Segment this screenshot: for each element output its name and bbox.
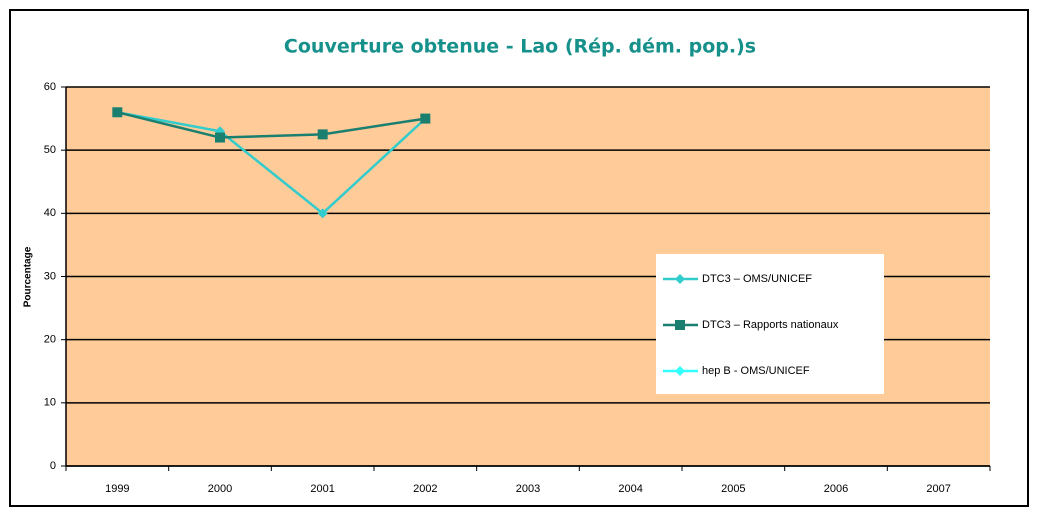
legend-label: hep B - OMS/UNICEF xyxy=(702,365,810,377)
y-tick-label: 40 xyxy=(44,207,56,219)
x-tick-label: 2004 xyxy=(618,483,642,495)
x-tick-label: 2003 xyxy=(516,483,540,495)
x-tick-label: 2001 xyxy=(310,483,334,495)
marker xyxy=(317,208,328,219)
x-tick-label: 1999 xyxy=(105,483,129,495)
x-tick-label: 2006 xyxy=(824,483,848,495)
legend: DTC3 – OMS/UNICEF DTC3 – Rapports nationa… xyxy=(656,254,884,394)
series-line xyxy=(117,111,427,215)
marker xyxy=(420,113,431,124)
y-axis-label: Pourcentage xyxy=(23,246,34,307)
x-tick-label: 2005 xyxy=(721,483,745,495)
marker xyxy=(112,107,123,118)
y-tick-label: 50 xyxy=(44,144,56,156)
y-tick-label: 30 xyxy=(44,270,56,282)
marker xyxy=(675,320,685,330)
marker xyxy=(675,366,685,376)
y-tick-label: 0 xyxy=(50,460,56,472)
chart-title: Couverture obtenue - Lao (Rép. dém. pop.… xyxy=(284,36,756,58)
y-tick-label: 10 xyxy=(44,397,56,409)
marker xyxy=(675,274,685,284)
x-tick-label: 2002 xyxy=(413,483,437,495)
series-line xyxy=(117,111,426,139)
y-tick-label: 60 xyxy=(44,81,56,93)
legend-label: DTC3 – OMS/UNICEF xyxy=(702,273,812,285)
x-tick-label: 2000 xyxy=(208,483,232,495)
marker xyxy=(215,132,225,143)
y-tick-label: 20 xyxy=(44,334,56,346)
legend-label: DTC3 – Rapports nationaux xyxy=(702,319,839,331)
marker xyxy=(317,129,328,140)
x-tick-label: 2007 xyxy=(926,483,950,495)
